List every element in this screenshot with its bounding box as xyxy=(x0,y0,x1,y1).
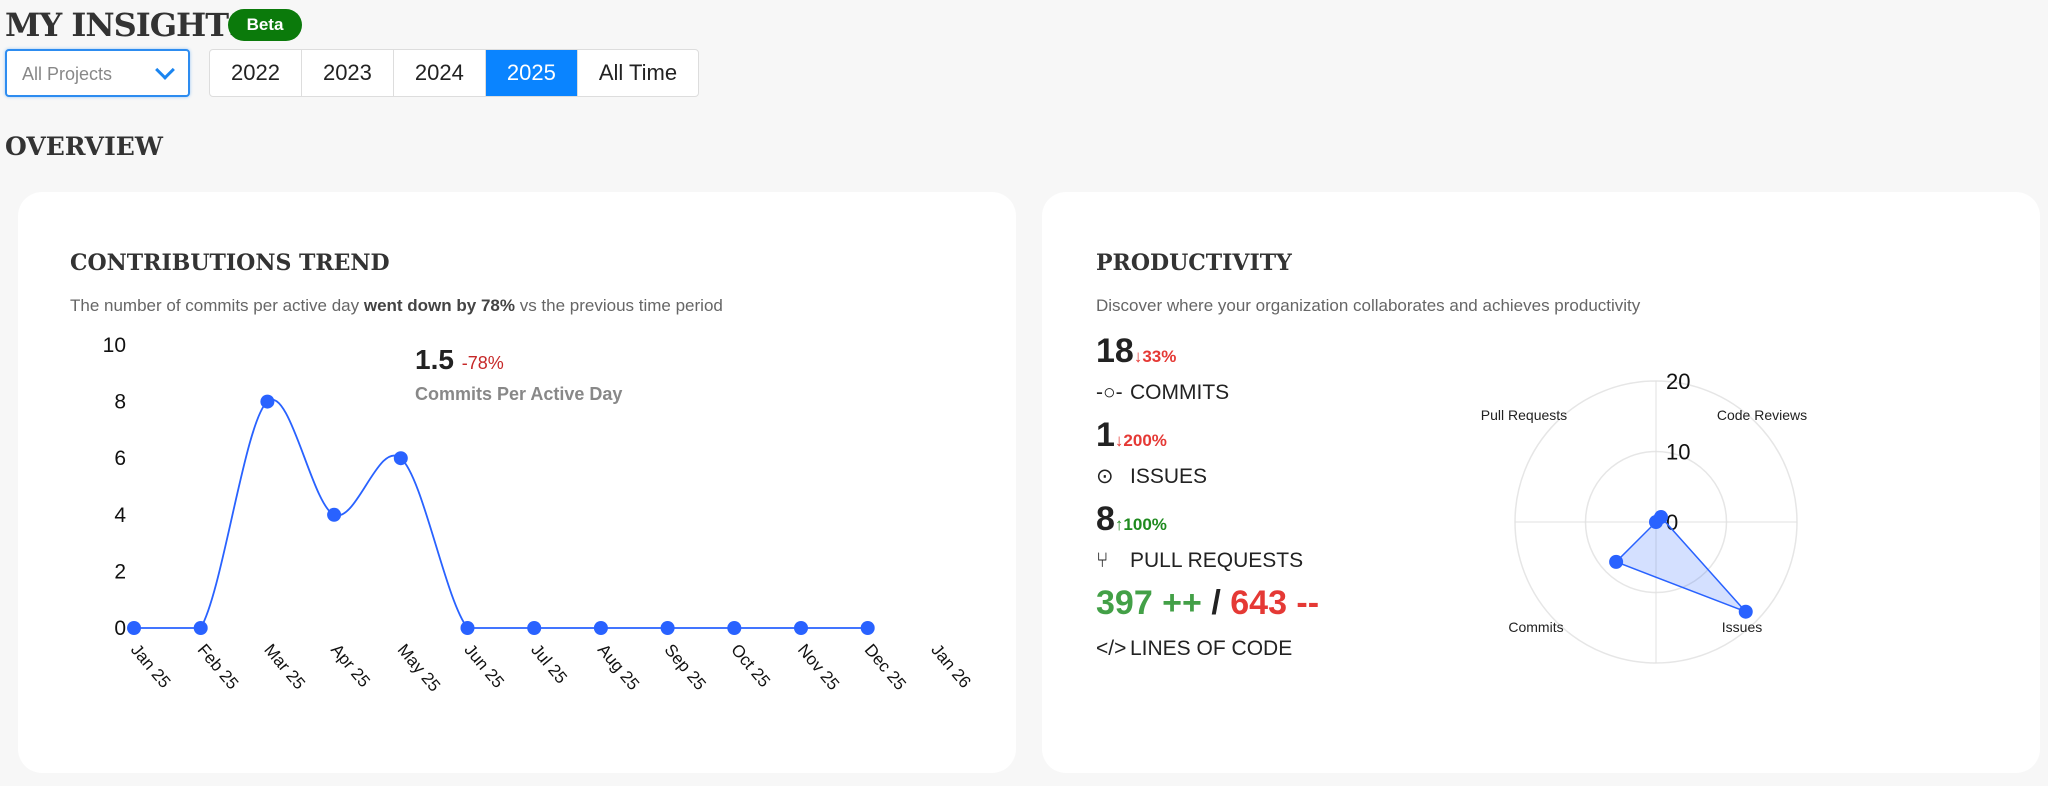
x-tick-label: Jun 25 xyxy=(460,640,507,691)
radar-axis-label: Issues xyxy=(1722,619,1762,635)
stat-label: ⑂ PULL REQUESTS xyxy=(1096,540,1319,582)
stat-value: 8↑100% xyxy=(1096,500,1167,538)
data-point[interactable] xyxy=(393,451,408,466)
radar-axis-label: Code Reviews xyxy=(1717,407,1807,423)
y-tick-label: 4 xyxy=(114,504,126,527)
data-point[interactable] xyxy=(193,621,208,635)
contributions-line-chart: 0 2 4 6 8 10 Jan 25 Feb 25 Mar 25 Apr 25 May 25 Jun… xyxy=(103,334,975,695)
stat-label: ⊙ ISSUES xyxy=(1096,456,1319,498)
issue-icon: ⊙ xyxy=(1096,465,1114,488)
stat-delta: ↓33% xyxy=(1133,347,1177,366)
stat-label: -○- COMMITS xyxy=(1096,372,1319,414)
y-tick-label: 6 xyxy=(114,447,126,470)
code-icon: </> xyxy=(1096,637,1127,660)
x-tick-label: Nov 25 xyxy=(794,640,843,693)
page-title: MY INSIGHTS xyxy=(5,6,251,44)
data-point[interactable] xyxy=(460,621,475,635)
chevron-down-icon xyxy=(155,60,175,80)
productivity-card: PRODUCTIVITY Discover where your organiz… xyxy=(1042,192,2040,773)
data-point[interactable] xyxy=(127,621,141,635)
x-tick-label: Aug 25 xyxy=(594,640,643,693)
x-tick-label: Mar 25 xyxy=(260,640,309,693)
contributions-card: CONTRIBUTIONS TREND The number of commit… xyxy=(18,192,1016,773)
x-tick-label: Dec 25 xyxy=(861,640,910,693)
card-subtitle: Discover where your organization collabo… xyxy=(1096,296,1641,315)
data-point[interactable] xyxy=(794,621,808,635)
year-tab-2023[interactable]: 2023 xyxy=(302,50,394,96)
data-point[interactable] xyxy=(660,621,675,635)
y-tick-label: 2 xyxy=(114,560,126,583)
data-point[interactable] xyxy=(527,621,542,635)
year-tab-2025[interactable]: 2025 xyxy=(485,50,578,96)
lines-of-code-value: 397 ++ / 643 -- xyxy=(1096,584,1320,622)
data-point[interactable] xyxy=(593,621,608,635)
x-tick-label: Jan 25 xyxy=(127,640,174,691)
x-tick-label: Sep 25 xyxy=(661,640,710,693)
x-tick-label: May 25 xyxy=(394,640,444,695)
project-select[interactable]: All Projects xyxy=(5,49,190,97)
radar-tick-label: 20 xyxy=(1666,369,1690,394)
metric-delta: -78% xyxy=(461,353,504,373)
stat-value: 1↓200% xyxy=(1096,416,1167,454)
x-tick-label: Jan 26 xyxy=(927,640,974,691)
stats-list: 18↓33% -○- COMMITS 1↓200% ⊙ ISSUES 8↑100% ⑂ P… xyxy=(1096,330,1319,670)
section-title: OVERVIEW xyxy=(5,132,163,161)
x-tick-label: Apr 25 xyxy=(327,640,374,691)
card-title: CONTRIBUTIONS TREND xyxy=(70,250,390,276)
year-tab-2022[interactable]: 2022 xyxy=(210,50,302,96)
stat-delta: ↑100% xyxy=(1114,515,1167,534)
x-tick-label: Jul 25 xyxy=(527,640,571,687)
productivity-radar-chart: 0 10 20 Code Reviews Issues Commits Pull Reque… xyxy=(1481,369,1807,664)
data-point[interactable] xyxy=(260,394,275,409)
radar-point[interactable] xyxy=(1738,604,1753,619)
data-point[interactable] xyxy=(727,621,742,635)
card-title: PRODUCTIVITY xyxy=(1096,250,1292,276)
x-tick-label: Feb 25 xyxy=(194,640,243,693)
card-subtitle: The number of commits per active day wen… xyxy=(70,296,723,315)
project-select-value: All Projects xyxy=(22,64,113,84)
metric-label: Commits Per Active Day xyxy=(415,384,623,404)
y-tick-label: 0 xyxy=(114,617,126,640)
year-filter: 2022 2023 2024 2025 All Time xyxy=(209,49,700,97)
stat-label: </> LINES OF CODE xyxy=(1096,628,1319,670)
commit-icon: -○- xyxy=(1096,381,1123,404)
y-tick-label: 8 xyxy=(114,391,126,414)
data-point[interactable] xyxy=(860,621,875,635)
year-tab-2024[interactable]: 2024 xyxy=(394,50,486,96)
pull-request-icon: ⑂ xyxy=(1096,549,1109,572)
radar-point[interactable] xyxy=(1609,554,1624,569)
radar-axis-label: Commits xyxy=(1508,619,1563,635)
data-point[interactable] xyxy=(327,507,342,522)
x-tick-label: Oct 25 xyxy=(727,640,774,691)
year-tab-all-time[interactable]: All Time xyxy=(598,60,678,85)
radar-point[interactable] xyxy=(1653,510,1668,525)
metric-value: 1.5 -78% xyxy=(415,344,504,375)
radar-tick-label: 0 xyxy=(1666,510,1678,535)
series-line xyxy=(134,398,868,629)
stat-delta: ↓200% xyxy=(1114,431,1167,450)
beta-badge: Beta xyxy=(228,9,302,41)
radar-tick-label: 10 xyxy=(1666,440,1690,465)
stat-value: 18↓33% xyxy=(1096,332,1177,370)
y-tick-label: 10 xyxy=(103,334,126,357)
radar-axis-label: Pull Requests xyxy=(1481,407,1567,423)
